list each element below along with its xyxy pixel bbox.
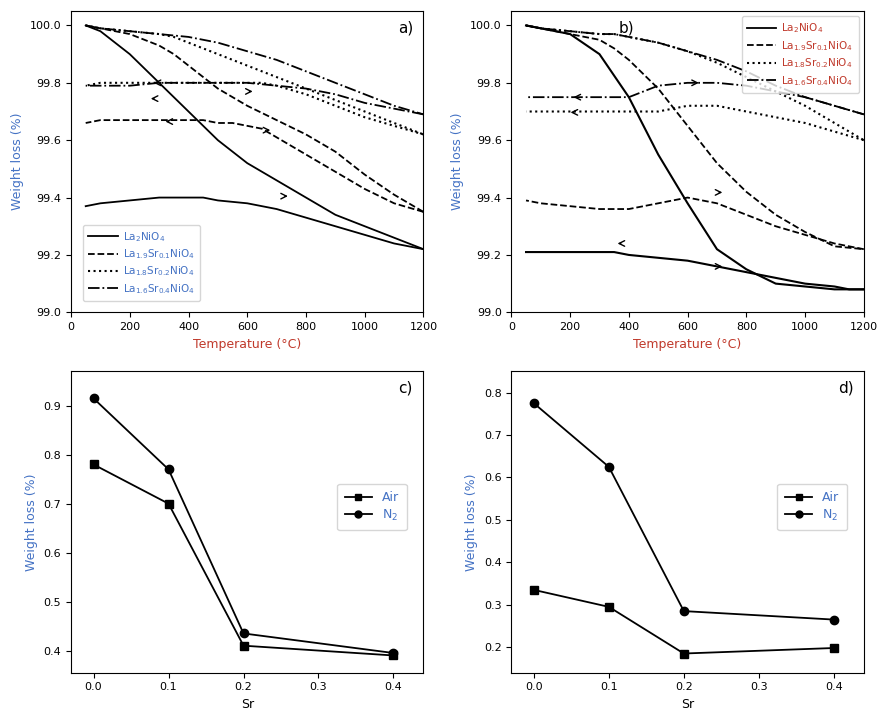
Text: c): c) — [398, 380, 412, 396]
X-axis label: Temperature (°C): Temperature (°C) — [634, 338, 741, 351]
Legend: La$_2$NiO$_4$, La$_{1.9}$Sr$_{0.1}$NiO$_4$, La$_{1.8}$Sr$_{0.2}$NiO$_4$, La$_{1.: La$_2$NiO$_4$, La$_{1.9}$Sr$_{0.1}$NiO$_… — [84, 225, 200, 301]
Legend: La$_2$NiO$_4$, La$_{1.9}$Sr$_{0.1}$NiO$_4$, La$_{1.8}$Sr$_{0.2}$NiO$_4$, La$_{1.: La$_2$NiO$_4$, La$_{1.9}$Sr$_{0.1}$NiO$_… — [741, 17, 859, 93]
Y-axis label: Weight loss (%): Weight loss (%) — [25, 473, 38, 571]
X-axis label: Sr: Sr — [681, 698, 694, 711]
Y-axis label: Weight loss (%): Weight loss (%) — [11, 113, 24, 210]
X-axis label: Temperature (°C): Temperature (°C) — [193, 338, 301, 351]
Text: d): d) — [837, 380, 853, 396]
Text: b): b) — [619, 20, 635, 35]
X-axis label: Sr: Sr — [241, 698, 254, 711]
Y-axis label: Weight loss (%): Weight loss (%) — [465, 473, 478, 571]
Text: a): a) — [397, 20, 412, 35]
Legend: Air, N$_2$: Air, N$_2$ — [777, 484, 847, 531]
Y-axis label: Weight loss (%): Weight loss (%) — [452, 113, 464, 210]
Legend: Air, N$_2$: Air, N$_2$ — [337, 484, 406, 531]
